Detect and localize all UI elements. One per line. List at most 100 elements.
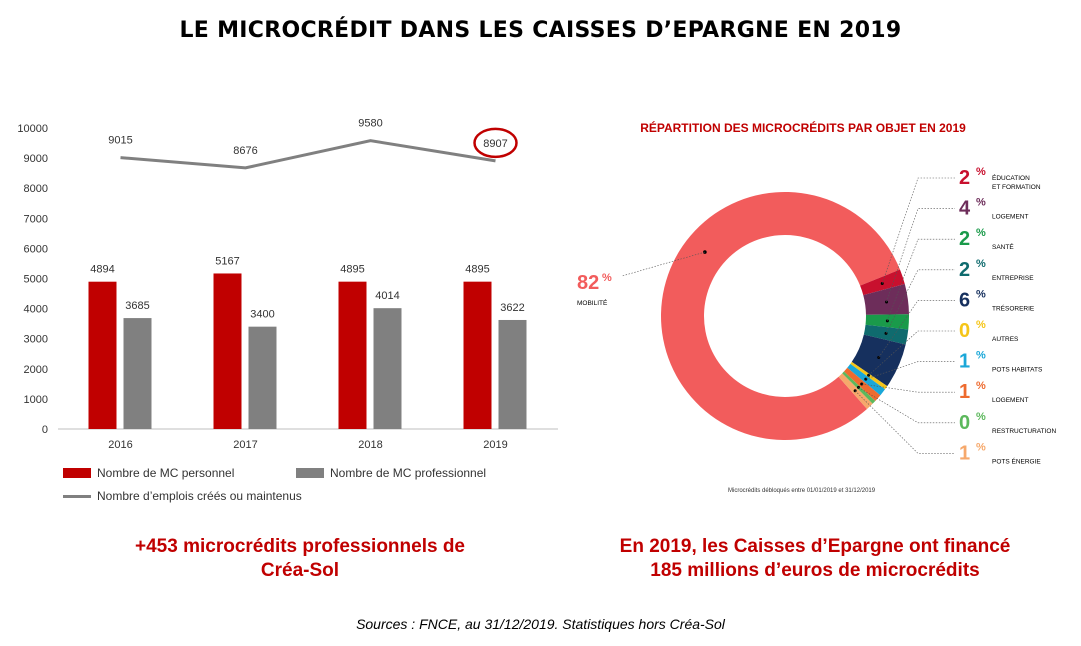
y-tick-label: 2000 — [24, 364, 48, 376]
slice-label: LOGEMENT — [992, 214, 1029, 221]
slice-label: TRÉSORERIE — [992, 303, 1035, 312]
leader-dot — [880, 282, 884, 286]
legend-swatch-professionnel — [296, 468, 324, 478]
bar-value-label: 4014 — [375, 290, 399, 302]
y-tick-label: 5000 — [24, 274, 48, 286]
bar-value-label: 4894 — [90, 264, 114, 276]
slice-percent: 2 — [959, 167, 970, 189]
slice-percent-unit: % — [976, 197, 986, 209]
callout-right-line1: En 2019, les Caisses d’Epargne ont finan… — [619, 536, 1011, 557]
line-value-label: 9580 — [358, 118, 382, 130]
slice-percent: 1 — [959, 442, 970, 464]
y-tick-label: 6000 — [24, 243, 48, 255]
sources-note: Sources : FNCE, au 31/12/2019. Statistiq… — [356, 616, 725, 632]
bar-value-label: 3400 — [250, 309, 274, 321]
slice-label: AUTRES — [992, 336, 1019, 343]
slice-label: SANTÉ — [992, 242, 1014, 251]
slice-label: ÉDUCATION — [992, 173, 1030, 182]
line-value-label: 8907 — [483, 138, 507, 150]
bar-value-label: 3622 — [500, 302, 524, 314]
leader-line — [886, 208, 955, 303]
line-value-label: 8676 — [233, 145, 257, 157]
callout-left-line1: +453 microcrédits professionnels de — [135, 536, 465, 557]
leader-dot — [884, 331, 888, 335]
slice-label: RESTRUCTURATION — [992, 428, 1056, 435]
slice-label: MOBILITÉ — [577, 298, 608, 307]
legend-swatch-personnel — [63, 468, 91, 478]
legend-label-personnel: Nombre de MC personnel — [97, 466, 235, 480]
y-tick-label: 10000 — [17, 123, 48, 135]
slice-percent-unit: % — [976, 441, 986, 453]
slice-percent: 1 — [959, 381, 970, 403]
bar — [338, 281, 367, 429]
leader-dot — [703, 250, 707, 254]
y-tick-label: 8000 — [24, 183, 48, 195]
bar-value-label: 5167 — [215, 255, 239, 267]
slice-percent: 6 — [959, 289, 970, 311]
x-tick-label: 2019 — [483, 439, 507, 451]
leader-line — [858, 387, 955, 424]
leader-line — [621, 251, 705, 277]
donut-slice — [661, 191, 900, 440]
leader-line — [887, 238, 955, 321]
leader-line — [868, 330, 955, 376]
slice-percent: 4 — [959, 198, 971, 220]
x-tick-label: 2018 — [358, 439, 382, 451]
line-series — [120, 139, 496, 170]
legend-item-professionnel: Nombre de MC professionnel — [296, 466, 486, 480]
page-title: LE MICROCRÉDIT DANS LES CAISSES D’EPARGN… — [179, 18, 902, 43]
donut-title: RÉPARTITION DES MICROCRÉDITS PAR OBJET E… — [640, 120, 966, 135]
y-tick-label: 3000 — [24, 334, 48, 346]
callout-left-line2: Créa-Sol — [260, 560, 340, 581]
slice-percent: 0 — [959, 412, 970, 434]
bar — [248, 326, 277, 429]
slice-percent: 82 — [577, 272, 599, 294]
leader-line — [881, 177, 955, 284]
leader-line — [878, 300, 955, 358]
slice-label: LOGEMENT — [992, 397, 1029, 404]
slice-percent: 2 — [959, 228, 970, 250]
callout-right-line2: 185 millions d’euros de microcrédits — [650, 560, 980, 581]
slice-percent-unit: % — [602, 272, 612, 284]
legend-swatch-emplois — [63, 494, 91, 498]
bar-value-label: 3685 — [125, 300, 149, 312]
donut-footnote: Microcrédits débloqués entre 01/01/2019 … — [728, 488, 876, 494]
highlight-circle — [473, 127, 518, 159]
slice-label: ET FORMATION — [992, 184, 1041, 191]
bar — [498, 319, 527, 429]
slice-percent-unit: % — [976, 319, 986, 331]
slice-percent-unit: % — [976, 411, 986, 423]
slice-percent-unit: % — [976, 227, 986, 239]
donut-slice — [851, 334, 906, 387]
callout-left: +453 microcrédits professionnels de Créa… — [40, 535, 560, 583]
legend-item-emplois: Nombre d’emplois créés ou maintenus — [63, 489, 302, 503]
legend-label-professionnel: Nombre de MC professionnel — [330, 466, 487, 480]
slice-label: POTS HABITATS — [992, 367, 1043, 374]
legend-item-personnel: Nombre de MC personnel — [63, 466, 234, 480]
slice-percent-unit: % — [976, 380, 986, 392]
y-tick-label: 4000 — [24, 304, 48, 316]
bar-value-label: 4895 — [465, 264, 489, 276]
slice-percent: 2 — [959, 259, 970, 281]
bar — [88, 281, 117, 429]
slice-percent-unit: % — [976, 350, 986, 362]
y-tick-label: 1000 — [24, 394, 48, 406]
x-tick-label: 2017 — [233, 439, 257, 451]
line-value-label: 9015 — [108, 135, 132, 147]
slice-label: POTS ÉNERGIE — [992, 456, 1041, 465]
y-tick-label: 9000 — [24, 153, 48, 165]
bar-line-chart: 0 1000 2000 3000 4000 5000 6000 7000 8000 9000 100… — [17, 118, 558, 451]
bar — [463, 281, 492, 429]
x-tick-label: 2016 — [108, 439, 132, 451]
slice-percent: 1 — [959, 351, 970, 373]
bar — [373, 308, 402, 429]
leader-line — [861, 383, 955, 393]
bar — [123, 318, 152, 429]
donut-slice — [863, 284, 909, 315]
y-tick-label: 0 — [42, 424, 48, 436]
bar-value-label: 4895 — [340, 264, 364, 276]
slice-label: ENTREPRISE — [992, 275, 1034, 282]
slice-percent-unit: % — [976, 288, 986, 300]
donut-chart: RÉPARTITION DES MICROCRÉDITS PAR OBJET E… — [577, 120, 1056, 494]
bar — [213, 273, 242, 429]
